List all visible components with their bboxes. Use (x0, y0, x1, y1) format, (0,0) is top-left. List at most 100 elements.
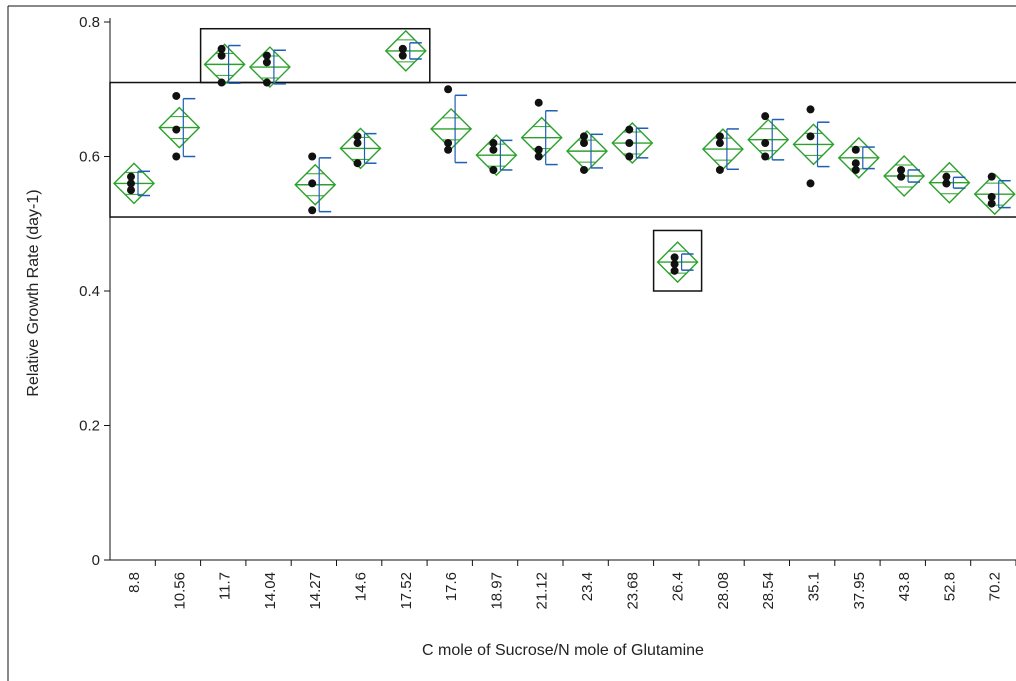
data-point (670, 253, 679, 262)
data-point (897, 172, 906, 181)
data-point (172, 152, 181, 161)
x-tick-label: 28.54 (760, 572, 777, 610)
y-tick-label: 0.8 (79, 14, 100, 31)
data-point (353, 132, 362, 141)
x-tick-label: 35.1 (806, 572, 823, 601)
x-tick-label: 43.8 (896, 572, 913, 601)
category-group (339, 127, 382, 170)
data-point (625, 139, 634, 148)
data-point (444, 139, 453, 148)
category-group (566, 130, 608, 174)
category-group (294, 152, 337, 215)
data-point (353, 159, 362, 168)
data-point (172, 91, 181, 100)
data-point (308, 206, 317, 215)
category-group (837, 136, 880, 179)
data-point (489, 139, 498, 148)
group-boxes (109, 27, 1016, 292)
x-tick-label: 70.2 (987, 572, 1004, 601)
y-tick-label: 0.6 (79, 149, 100, 166)
data-point (127, 186, 135, 195)
x-axis-title: C mole of Sucrose/N mole of Glutamine (422, 642, 704, 659)
category-group (792, 105, 835, 188)
data-point (625, 152, 634, 161)
data-point (172, 125, 181, 134)
x-tick-label: 37.95 (851, 572, 868, 610)
y-tick-label: 0.4 (79, 283, 100, 300)
category-group (430, 85, 473, 164)
data-point (761, 139, 770, 148)
data-point (715, 132, 724, 141)
data-point (987, 192, 996, 201)
x-tick-label: 28.08 (715, 572, 732, 610)
y-axis-title: Relative Growth Rate (day-1) (25, 189, 42, 396)
group-box (652, 229, 703, 292)
category-group (928, 161, 971, 204)
category-group (475, 134, 518, 177)
data-point (127, 172, 135, 181)
data-point (851, 145, 860, 154)
data-point (353, 139, 362, 148)
x-tick-label: 11.7 (217, 572, 234, 600)
data-point (851, 165, 860, 174)
data-point (942, 179, 951, 188)
category-group (158, 91, 201, 161)
category-group (973, 172, 1016, 216)
x-tick-label: 26.4 (670, 572, 687, 601)
y-tick-label: 0 (92, 552, 100, 569)
data-point (398, 51, 407, 60)
data-point (580, 132, 588, 141)
x-tick-label: 23.68 (624, 572, 641, 610)
data-point (308, 152, 317, 161)
data-point (897, 165, 906, 174)
data-point (262, 51, 271, 60)
category-group (113, 162, 155, 205)
data-point (534, 98, 543, 107)
data-point (217, 51, 226, 60)
data-point (806, 179, 815, 188)
data-point (987, 199, 996, 208)
category-group (883, 155, 926, 197)
x-tick-label: 23.4 (579, 572, 596, 601)
data-point (580, 165, 588, 174)
x-tick-label: 18.97 (488, 572, 505, 610)
x-tick-label: 21.12 (534, 572, 551, 610)
data-point (534, 145, 543, 154)
data-point (444, 145, 453, 154)
data-point (262, 78, 271, 87)
category-group (701, 128, 744, 174)
data-point (761, 112, 770, 121)
data-point (534, 152, 543, 161)
data-point (127, 179, 135, 188)
data-point (580, 139, 588, 148)
data-point (262, 58, 271, 67)
x-tick-label: 14.27 (307, 572, 324, 610)
data-point (625, 125, 634, 134)
data-point (217, 44, 226, 53)
data-marks (113, 29, 1016, 284)
x-tick-label: 8.8 (126, 572, 143, 593)
category-group (656, 241, 699, 284)
category-group (384, 29, 427, 72)
data-point (987, 172, 996, 181)
category-group (747, 112, 790, 161)
category-group (248, 46, 291, 89)
data-point (308, 179, 317, 188)
x-tick-label: 52.8 (941, 572, 958, 601)
data-point (715, 139, 724, 148)
data-point (489, 165, 498, 174)
data-point (670, 260, 679, 269)
y-tick-label: 0.2 (79, 418, 100, 435)
x-tick-label: 17.52 (398, 572, 415, 610)
data-point (217, 78, 226, 87)
category-group (203, 43, 246, 87)
data-point (851, 159, 860, 168)
x-tick-label: 10.56 (171, 572, 188, 610)
group-box (109, 81, 1016, 218)
axes: 0 0.2 0.4 0.6 0.8 8.8 10.56 11.7 14.04 14.27 14.6 1… (79, 14, 1016, 610)
x-tick-label: 14.6 (353, 572, 370, 601)
category-group (520, 98, 563, 166)
data-point (761, 152, 770, 161)
x-tick-label: 14.04 (262, 572, 279, 610)
